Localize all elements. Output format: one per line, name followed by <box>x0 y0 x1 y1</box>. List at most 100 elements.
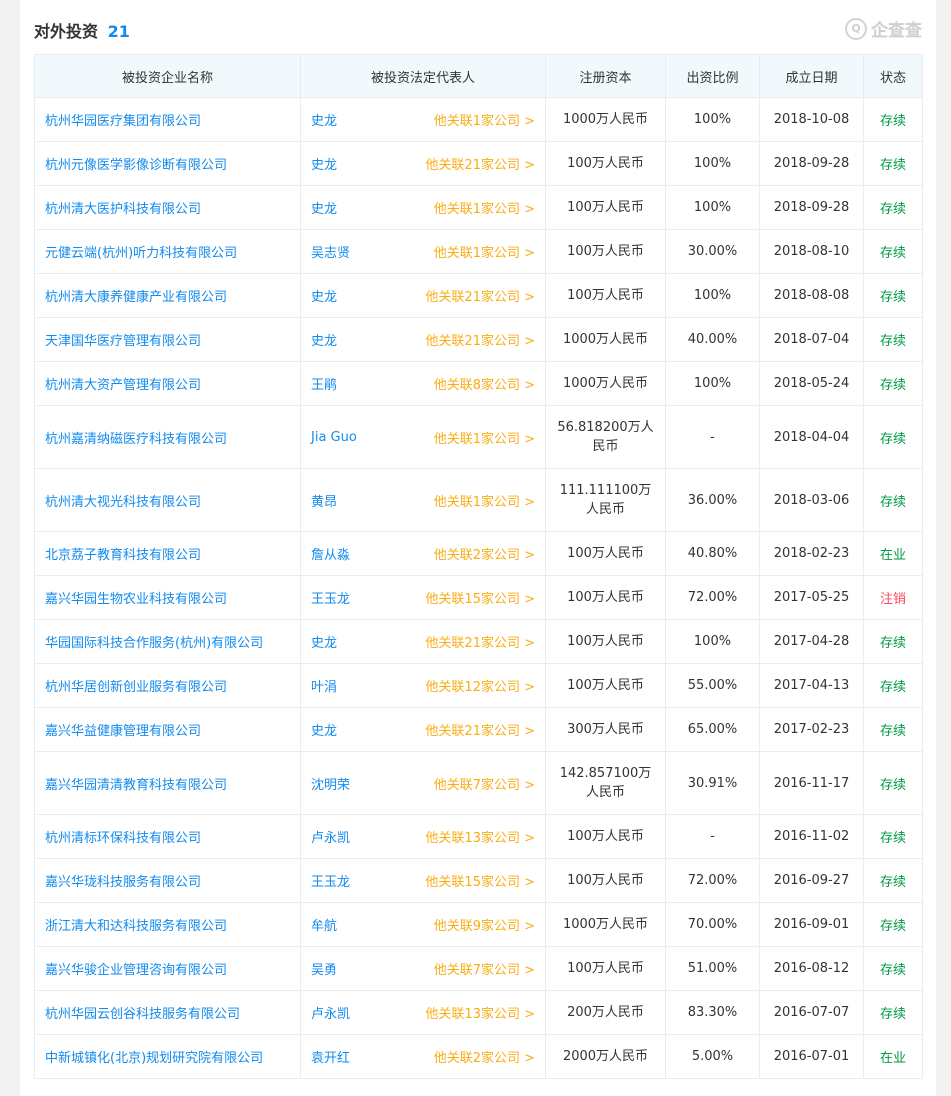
investment-table: 被投资企业名称 被投资法定代表人 注册资本 出资比例 成立日期 状态 杭州华园医… <box>34 54 923 1079</box>
related-companies-link[interactable]: 他关联1家公司 > <box>433 431 535 447</box>
company-name-link[interactable]: 天津国华医疗管理有限公司 <box>34 317 301 362</box>
related-companies-link[interactable]: 他关联1家公司 > <box>433 114 535 129</box>
registered-capital: 1000万人民币 <box>545 902 666 947</box>
company-name-link[interactable]: 杭州清标环保科技有限公司 <box>34 814 301 859</box>
related-companies-link[interactable]: 他关联15家公司 > <box>425 875 535 890</box>
related-companies-link[interactable]: 他关联13家公司 > <box>425 831 535 846</box>
registered-capital: 200万人民币 <box>545 990 666 1035</box>
status-text: 存续 <box>879 636 906 651</box>
legal-rep-cell: 詹从淼 他关联2家公司 > <box>300 531 546 576</box>
company-name-link[interactable]: 华园国际科技合作服务(杭州)有限公司 <box>34 619 301 664</box>
related-companies-link[interactable]: 他关联21家公司 > <box>425 290 535 305</box>
legal-rep-link[interactable]: 史龙 <box>311 158 338 173</box>
established-date: 2016-11-02 <box>759 814 864 859</box>
status-text: 存续 <box>879 724 906 739</box>
status-badge: 存续 <box>863 990 923 1035</box>
related-companies-link[interactable]: 他关联1家公司 > <box>433 202 535 217</box>
legal-rep-link[interactable]: 史龙 <box>311 290 338 305</box>
established-date: 2016-09-01 <box>759 902 864 947</box>
status-badge: 存续 <box>863 97 923 142</box>
company-name-link[interactable]: 元健云端(杭州)听力科技有限公司 <box>34 229 301 274</box>
status-text: 存续 <box>879 494 906 510</box>
established-date: 2016-07-07 <box>759 990 864 1035</box>
status-badge: 存续 <box>863 619 923 664</box>
related-companies-link[interactable]: 他关联8家公司 > <box>433 378 535 393</box>
related-companies-link[interactable]: 他关联21家公司 > <box>425 636 535 651</box>
company-name-link[interactable]: 嘉兴华珑科技服务有限公司 <box>34 858 301 903</box>
legal-rep-link[interactable]: 史龙 <box>311 202 338 217</box>
legal-rep-link[interactable]: 黄昂 <box>311 494 338 510</box>
legal-rep-cell: 史龙 他关联21家公司 > <box>300 317 546 362</box>
related-companies-link[interactable]: 他关联13家公司 > <box>425 1007 535 1022</box>
legal-rep-link[interactable]: 卢永凯 <box>311 1007 351 1022</box>
related-companies-link[interactable]: 他关联15家公司 > <box>425 592 535 607</box>
related-companies-link[interactable]: 他关联21家公司 > <box>425 158 535 173</box>
legal-rep-link[interactable]: 吴志贤 <box>311 246 351 261</box>
legal-rep-link[interactable]: 詹从淼 <box>311 548 351 563</box>
table-row: 嘉兴华骏企业管理咨询有限公司 吴勇 他关联7家公司 > 100万人民币 51.00% 20… <box>34 946 923 991</box>
registered-capital: 100万人民币 <box>545 575 666 620</box>
legal-rep-link[interactable]: 王鹃 <box>311 378 338 393</box>
company-name-link[interactable]: 嘉兴华骏企业管理咨询有限公司 <box>34 946 301 991</box>
company-name-link[interactable]: 杭州华园医疗集团有限公司 <box>34 97 301 142</box>
legal-rep-link[interactable]: 牟航 <box>311 919 338 934</box>
related-companies-link[interactable]: 他关联21家公司 > <box>425 334 535 349</box>
header-capital: 注册资本 <box>545 54 666 98</box>
related-companies-link[interactable]: 他关联2家公司 > <box>433 548 535 563</box>
company-name-link[interactable]: 嘉兴华园清清教育科技有限公司 <box>34 751 301 815</box>
legal-rep-link[interactable]: 袁开红 <box>311 1051 351 1066</box>
legal-rep-link[interactable]: 史龙 <box>311 636 338 651</box>
company-name-link[interactable]: 杭州华居创新创业服务有限公司 <box>34 663 301 708</box>
status-badge: 存续 <box>863 858 923 903</box>
legal-rep-link[interactable]: 叶涓 <box>311 680 338 695</box>
company-name-link[interactable]: 中新城镇化(北京)规划研究院有限公司 <box>34 1034 301 1079</box>
legal-rep-link[interactable]: Jia Guo <box>311 429 357 445</box>
company-name-link[interactable]: 杭州清大康养健康产业有限公司 <box>34 273 301 318</box>
related-companies-link[interactable]: 他关联1家公司 > <box>433 494 535 510</box>
legal-rep-cell: 史龙 他关联21家公司 > <box>300 273 546 318</box>
company-name-link[interactable]: 浙江清大和达科技服务有限公司 <box>34 902 301 947</box>
investment-count: 21 <box>107 22 130 41</box>
legal-rep-link[interactable]: 卢永凯 <box>311 831 351 846</box>
established-date: 2018-08-08 <box>759 273 864 318</box>
established-date: 2018-04-04 <box>759 405 864 469</box>
registered-capital: 100万人民币 <box>545 185 666 230</box>
table-row: 中新城镇化(北京)规划研究院有限公司 袁开红 他关联2家公司 > 2000万人民币 5.… <box>34 1034 923 1079</box>
related-companies-link[interactable]: 他关联9家公司 > <box>433 919 535 934</box>
company-name-link[interactable]: 杭州嘉清纳磁医疗科技有限公司 <box>34 405 301 469</box>
legal-rep-link[interactable]: 史龙 <box>311 114 338 129</box>
table-row: 杭州嘉清纳磁医疗科技有限公司 Jia Guo 他关联1家公司 > 56.818200万… <box>34 405 923 469</box>
status-badge: 存续 <box>863 663 923 708</box>
header-legal-rep: 被投资法定代表人 <box>300 54 546 98</box>
legal-rep-link[interactable]: 王玉龙 <box>311 875 351 890</box>
established-date: 2016-08-12 <box>759 946 864 991</box>
company-name-link[interactable]: 杭州元像医学影像诊断有限公司 <box>34 141 301 186</box>
header-date: 成立日期 <box>759 54 864 98</box>
company-name-link[interactable]: 嘉兴华园生物农业科技有限公司 <box>34 575 301 620</box>
related-companies-link[interactable]: 他关联7家公司 > <box>433 777 535 793</box>
company-name-link[interactable]: 北京荔子教育科技有限公司 <box>34 531 301 576</box>
legal-rep-link[interactable]: 史龙 <box>311 334 338 349</box>
related-companies-link[interactable]: 他关联1家公司 > <box>433 246 535 261</box>
company-name-link[interactable]: 嘉兴华益健康管理有限公司 <box>34 707 301 752</box>
table-row: 浙江清大和达科技服务有限公司 牟航 他关联9家公司 > 1000万人民币 70.00% 2… <box>34 902 923 947</box>
company-name-link[interactable]: 杭州清大资产管理有限公司 <box>34 361 301 406</box>
investment-ratio: 100% <box>665 97 760 142</box>
company-name-link[interactable]: 杭州华园云创谷科技服务有限公司 <box>34 990 301 1035</box>
investment-ratio: 100% <box>665 185 760 230</box>
legal-rep-link[interactable]: 史龙 <box>311 724 338 739</box>
related-companies-link[interactable]: 他关联12家公司 > <box>425 680 535 695</box>
related-companies-link[interactable]: 他关联21家公司 > <box>425 724 535 739</box>
company-name-link[interactable]: 杭州清大视光科技有限公司 <box>34 468 301 532</box>
legal-rep-link[interactable]: 沈明荣 <box>311 777 351 793</box>
legal-rep-link[interactable]: 王玉龙 <box>311 592 351 607</box>
related-companies-link[interactable]: 他关联7家公司 > <box>433 963 535 978</box>
investment-ratio: 72.00% <box>665 858 760 903</box>
status-text: 存续 <box>879 202 906 217</box>
established-date: 2018-02-23 <box>759 531 864 576</box>
related-companies-link[interactable]: 他关联2家公司 > <box>433 1051 535 1066</box>
legal-rep-link[interactable]: 吴勇 <box>311 963 338 978</box>
table-row: 杭州清大视光科技有限公司 黄昂 他关联1家公司 > 111.111100万人民币 36.… <box>34 468 923 532</box>
registered-capital: 100万人民币 <box>545 273 666 318</box>
company-name-link[interactable]: 杭州清大医护科技有限公司 <box>34 185 301 230</box>
